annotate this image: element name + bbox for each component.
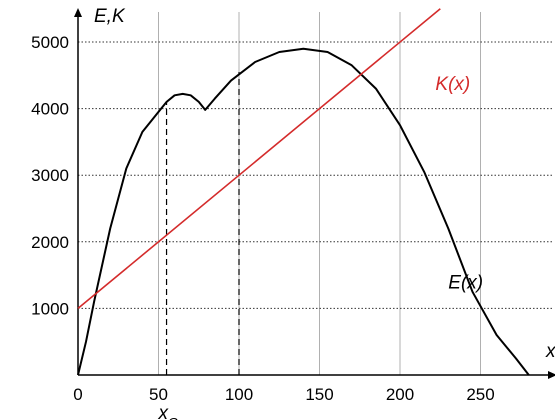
- series: [77, 8, 530, 376]
- y-axis-label: E,K: [94, 6, 126, 27]
- x-tick-label: 150: [305, 385, 333, 404]
- series-line-kx: [77, 8, 441, 310]
- annotation-label: xG: [158, 403, 179, 420]
- guide-lines: [165, 71, 240, 375]
- tick-labels: 0 50 100 150 200 250 1000 2000 3000 4000 5000: [31, 33, 495, 404]
- x-tick-label: 50: [149, 385, 168, 404]
- y-tick-label: 1000: [31, 299, 69, 318]
- y-tick-label: 3000: [31, 166, 69, 185]
- x-tick-label: 250: [466, 385, 494, 404]
- x-axis-label: x: [545, 341, 555, 362]
- series-line-ex: [77, 47, 530, 376]
- annotations: K(x) E(x) xG: [158, 74, 484, 420]
- x-tick-label: 100: [225, 385, 253, 404]
- y-tick-label: 5000: [31, 33, 69, 52]
- grid: [78, 12, 553, 375]
- annotation-label: K(x): [435, 74, 470, 95]
- x-tick-label: 0: [73, 385, 82, 404]
- labels: E,K x: [94, 6, 555, 362]
- y-tick-label: 2000: [31, 233, 69, 252]
- y-tick-label: 4000: [31, 100, 69, 119]
- annotation-label: E(x): [448, 272, 483, 293]
- axes: [74, 8, 555, 379]
- x-tick-label: 200: [386, 385, 414, 404]
